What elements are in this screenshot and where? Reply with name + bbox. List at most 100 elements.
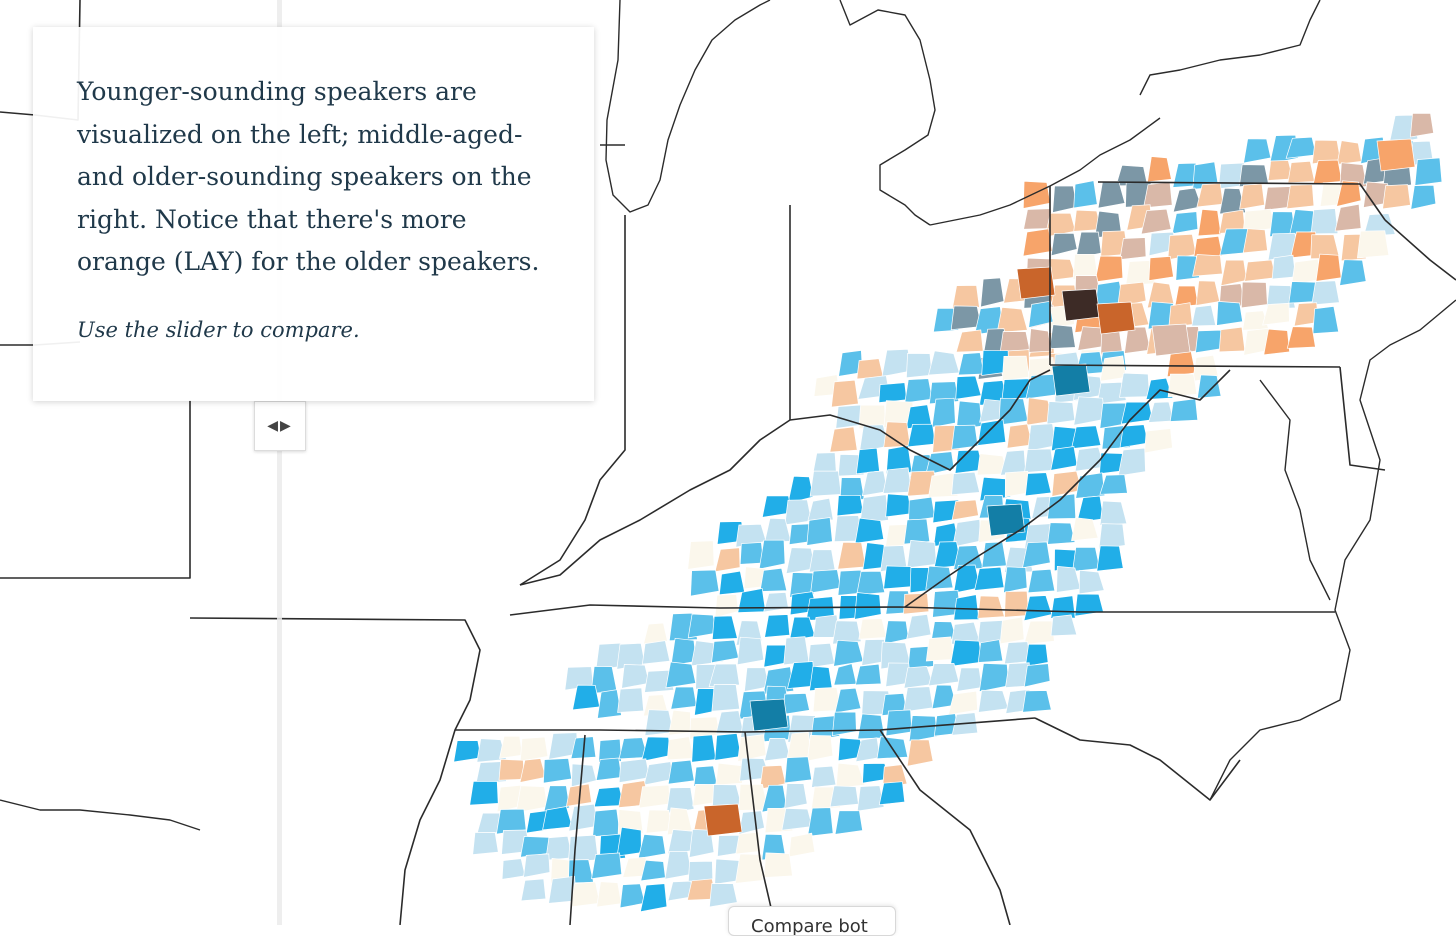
county	[903, 686, 934, 713]
comparison-slider-track[interactable]	[277, 0, 282, 925]
county	[1168, 302, 1193, 328]
county	[1099, 474, 1128, 495]
county	[758, 539, 786, 570]
county	[596, 881, 622, 908]
county	[1023, 663, 1051, 688]
county	[979, 476, 1012, 502]
county	[711, 639, 740, 664]
county	[986, 503, 1026, 537]
county	[736, 636, 765, 666]
county	[953, 594, 980, 621]
county	[1051, 363, 1091, 397]
county	[1027, 568, 1056, 594]
michigan-shore	[839, 0, 936, 226]
county	[829, 426, 858, 453]
ohio-river	[519, 369, 1051, 586]
county	[789, 572, 815, 598]
county	[837, 541, 867, 570]
county	[501, 858, 526, 880]
county	[1022, 180, 1051, 209]
county	[856, 358, 884, 380]
county	[469, 780, 499, 806]
county	[453, 740, 482, 763]
compare-button[interactable]: Compare bot	[728, 906, 896, 936]
county	[1004, 590, 1029, 618]
county	[1073, 396, 1106, 426]
comparison-slider-handle[interactable]: ◀▶	[254, 401, 306, 451]
county	[664, 850, 693, 880]
county	[882, 467, 913, 494]
county	[1148, 401, 1175, 423]
county	[857, 713, 886, 740]
county	[883, 565, 914, 590]
county	[885, 709, 913, 737]
county	[1001, 355, 1030, 382]
county	[568, 834, 599, 863]
county	[621, 664, 650, 689]
county	[806, 735, 834, 762]
county-choropleth	[453, 112, 1443, 913]
county	[711, 615, 738, 640]
county	[665, 661, 697, 689]
county	[1382, 184, 1411, 210]
county	[1024, 472, 1052, 497]
county	[1061, 288, 1101, 322]
county	[543, 785, 570, 813]
county	[520, 878, 547, 902]
county	[1023, 595, 1053, 622]
county	[1050, 614, 1078, 637]
county	[571, 763, 597, 788]
county	[903, 592, 930, 615]
atlantic-coast	[1209, 299, 1456, 801]
county	[832, 711, 857, 737]
county	[883, 620, 909, 645]
county	[783, 636, 810, 666]
county	[829, 785, 859, 808]
county	[1028, 300, 1054, 329]
county	[878, 781, 906, 806]
ky-tn-line	[509, 604, 1335, 616]
county	[596, 689, 622, 719]
county	[977, 639, 1004, 663]
county	[763, 592, 789, 613]
county	[1241, 281, 1268, 309]
county	[1096, 381, 1127, 405]
county	[1147, 156, 1172, 183]
county	[903, 518, 931, 545]
county	[980, 277, 1005, 308]
de-md-line	[1339, 366, 1386, 471]
county	[951, 285, 980, 311]
county	[1022, 690, 1052, 713]
county	[787, 475, 814, 504]
county	[925, 636, 955, 662]
county	[949, 639, 983, 667]
county	[1312, 306, 1340, 334]
county	[1172, 187, 1203, 213]
county	[781, 808, 813, 831]
county	[810, 569, 842, 594]
county	[759, 765, 787, 790]
wv-va-line	[904, 369, 1231, 608]
county	[1195, 280, 1221, 306]
county	[1050, 232, 1078, 257]
county	[1023, 620, 1055, 646]
county	[670, 686, 698, 710]
county	[904, 378, 933, 404]
mo-ar-line	[189, 617, 481, 925]
county	[956, 667, 983, 692]
county	[927, 472, 959, 498]
info-hint: Use the slider to compare.	[77, 317, 360, 342]
county	[1339, 259, 1367, 287]
county	[1193, 235, 1223, 260]
county	[977, 689, 1009, 713]
county	[643, 622, 668, 645]
county	[641, 736, 672, 762]
county	[638, 784, 671, 809]
ga-al-line	[744, 731, 776, 925]
county	[1140, 208, 1172, 235]
county	[617, 687, 644, 713]
ny-east	[1384, 219, 1456, 281]
county	[738, 810, 765, 835]
county	[1028, 328, 1052, 353]
